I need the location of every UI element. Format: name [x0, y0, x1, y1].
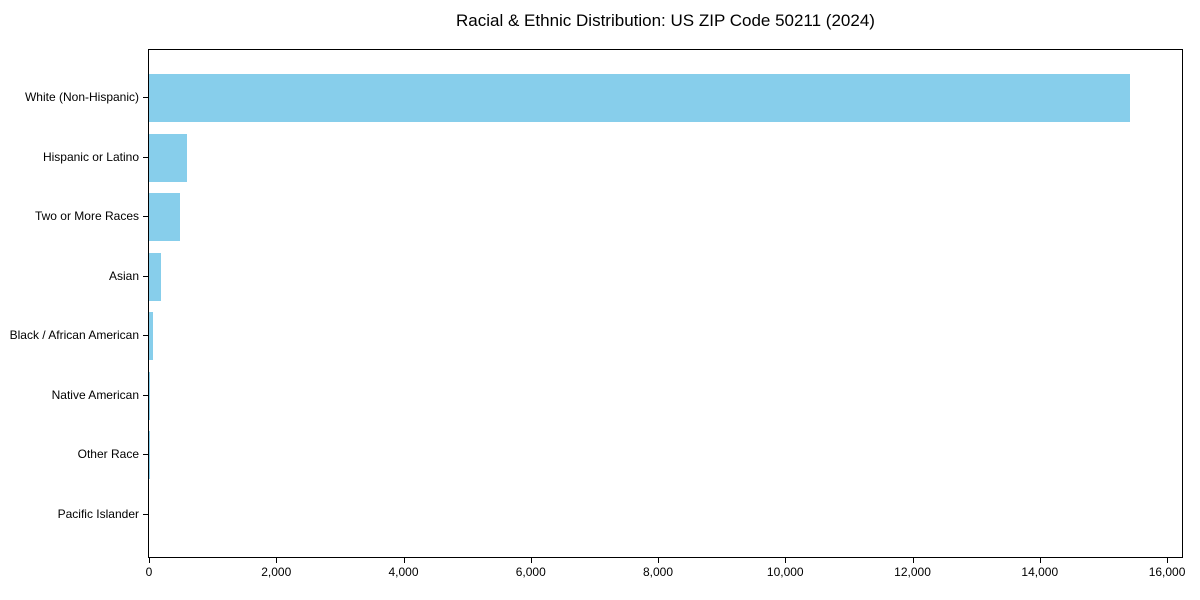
bar: [149, 312, 154, 360]
x-tick-mark: [403, 558, 405, 563]
y-tick-label: Pacific Islander: [57, 506, 139, 521]
x-tick-label: 10,000: [766, 565, 804, 579]
x-tick-label: 6,000: [515, 565, 546, 579]
bar: [149, 133, 187, 182]
y-tick-mark: [143, 275, 148, 277]
y-tick-mark: [143, 97, 148, 98]
x-tick-mark: [530, 558, 532, 563]
y-tick-label: Black / African American: [9, 328, 139, 342]
x-tick-label: 12,000: [894, 565, 931, 579]
x-tick-mark: [785, 558, 787, 563]
y-tick-label: Asian: [108, 268, 139, 283]
y-tick-label: Hispanic or Latino: [42, 149, 139, 164]
x-tick-mark: [658, 558, 660, 563]
x-tick-mark: [1039, 558, 1041, 563]
y-tick-mark: [143, 454, 148, 455]
y-tick-mark: [143, 394, 148, 396]
x-tick-mark: [912, 558, 914, 563]
bar: [149, 371, 150, 420]
x-tick-mark: [149, 558, 150, 563]
y-tick-mark: [143, 335, 148, 336]
bar: [149, 252, 161, 301]
x-tick-label: 4,000: [388, 565, 419, 579]
x-tick-mark: [1167, 558, 1169, 563]
x-tick-label: 2,000: [261, 565, 292, 579]
y-tick-mark: [143, 216, 148, 217]
y-tick-mark: [143, 513, 148, 515]
y-tick-label: Native American: [51, 387, 139, 402]
y-tick-label: Two or More Races: [34, 209, 139, 223]
x-tick-label: 14,000: [1021, 565, 1059, 579]
y-tick-label: White (Non-Hispanic): [24, 90, 139, 104]
x-tick-label: 0: [145, 565, 153, 579]
x-tick-mark: [276, 558, 278, 563]
chart-title: Racial & Ethnic Distribution: US ZIP Cod…: [456, 11, 875, 30]
y-tick-mark: [143, 156, 148, 158]
bar: [149, 193, 181, 241]
x-tick-label: 16,000: [1148, 565, 1186, 579]
x-tick-label: 8,000: [643, 565, 674, 579]
plot-area: [148, 49, 1183, 558]
bar: [149, 74, 1131, 122]
y-tick-label: Other Race: [77, 447, 139, 461]
